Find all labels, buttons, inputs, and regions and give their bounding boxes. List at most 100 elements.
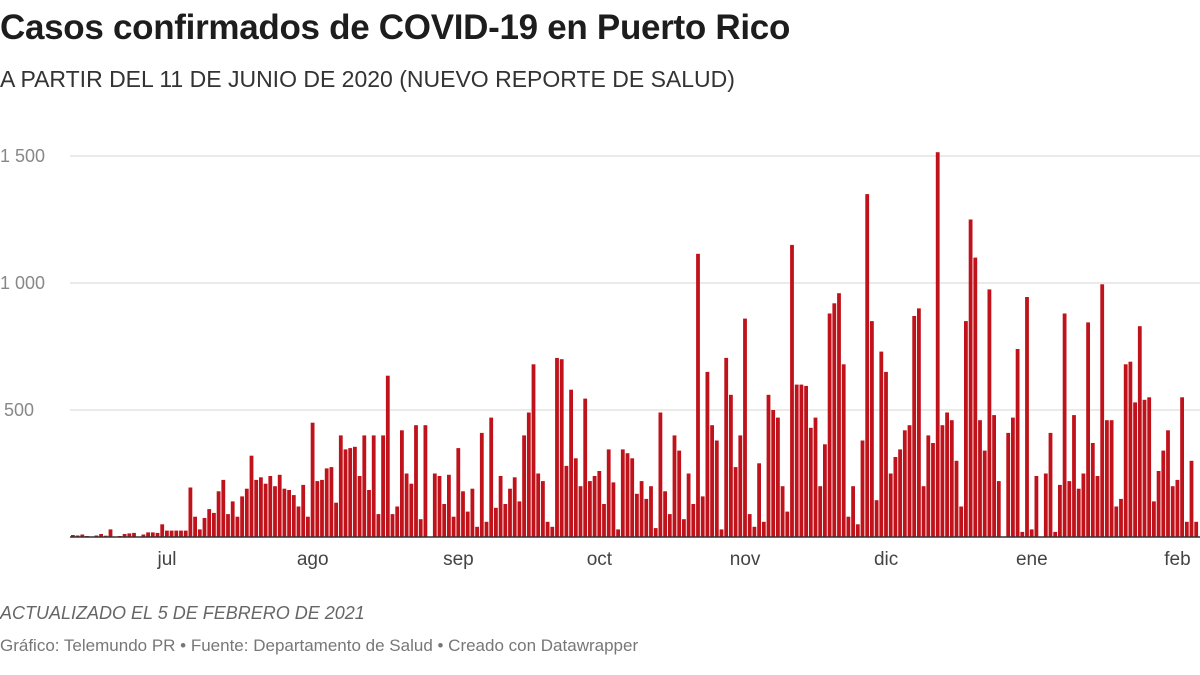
bar — [860, 440, 865, 537]
bar — [1123, 364, 1128, 537]
bar — [432, 473, 437, 537]
bar — [625, 453, 630, 537]
x-tick-label: nov — [730, 549, 761, 570]
bar — [404, 473, 409, 537]
bar — [202, 518, 207, 538]
bar — [390, 514, 395, 537]
bar — [667, 514, 672, 537]
bar — [616, 529, 620, 537]
bar — [437, 476, 442, 537]
bar — [165, 530, 169, 537]
bar — [249, 455, 254, 537]
bar — [804, 385, 808, 537]
bar — [1076, 488, 1081, 537]
bar — [277, 474, 282, 537]
bar — [1170, 486, 1175, 537]
bar — [1194, 521, 1199, 537]
bar — [724, 357, 729, 537]
bar — [1034, 476, 1039, 537]
bar — [644, 498, 649, 537]
bar — [1152, 501, 1156, 537]
bar — [592, 476, 597, 537]
bar — [545, 521, 550, 537]
bar — [456, 448, 461, 537]
bar — [315, 481, 320, 537]
bar — [324, 468, 329, 537]
bar — [494, 507, 498, 537]
bar — [1161, 450, 1166, 537]
bar — [1109, 420, 1114, 537]
bar — [329, 467, 334, 537]
bar — [583, 398, 588, 537]
bar — [620, 449, 625, 537]
chart-subtitle: A PARTIR DEL 11 DE JUNIO DE 2020 (NUEVO … — [0, 66, 735, 92]
bar — [959, 506, 964, 537]
bar — [508, 488, 512, 537]
bar — [541, 481, 545, 537]
bar — [827, 313, 832, 537]
bar — [611, 482, 616, 537]
bar — [837, 293, 841, 537]
y-tick-label: 1 000 — [0, 273, 45, 293]
bar — [696, 253, 700, 538]
bar — [1090, 443, 1095, 537]
bar — [569, 389, 573, 537]
bar — [630, 458, 635, 537]
bar — [1133, 402, 1137, 537]
bar — [160, 524, 165, 537]
bar — [926, 435, 931, 537]
bar — [395, 506, 400, 537]
bar — [1025, 297, 1029, 537]
bar — [1072, 415, 1076, 537]
bar — [898, 449, 902, 537]
bar — [376, 514, 381, 537]
bar — [414, 425, 418, 537]
bar — [752, 526, 757, 537]
bar — [1180, 397, 1184, 537]
bar — [663, 491, 667, 537]
bar — [578, 486, 583, 537]
bar — [442, 504, 447, 537]
bar — [606, 449, 611, 537]
x-tick-label: oct — [587, 549, 613, 570]
x-tick-label: ene — [1016, 549, 1048, 570]
bar — [700, 496, 705, 537]
bar — [461, 491, 465, 537]
bar — [823, 444, 827, 537]
bar — [719, 529, 724, 537]
bar — [146, 532, 150, 537]
bar — [273, 486, 277, 537]
bar — [573, 458, 578, 537]
bar — [320, 479, 324, 537]
bar — [907, 425, 912, 537]
bar — [1029, 529, 1034, 537]
bar — [785, 511, 790, 537]
bar — [992, 415, 996, 537]
bar — [790, 244, 794, 537]
bar — [968, 219, 973, 537]
bar — [212, 512, 216, 537]
bar — [155, 532, 160, 537]
bar — [912, 316, 917, 537]
bar — [122, 534, 127, 537]
bar — [1128, 361, 1133, 537]
bar — [649, 486, 653, 537]
bar — [334, 502, 338, 537]
bar — [338, 435, 343, 537]
bar — [226, 514, 230, 537]
bar — [451, 516, 456, 537]
bar — [729, 394, 733, 537]
bar — [536, 473, 541, 537]
bar — [268, 476, 273, 537]
x-tick-label: sep — [443, 549, 474, 570]
bar — [99, 534, 103, 537]
bar — [766, 394, 771, 537]
bar — [1086, 322, 1090, 537]
bar — [150, 532, 155, 537]
bar — [1156, 471, 1161, 537]
bar — [710, 425, 714, 537]
credits-note: Gráfico: Telemundo PR • Fuente: Departam… — [0, 636, 639, 655]
bar — [851, 486, 855, 537]
bar — [555, 357, 559, 537]
bar — [597, 471, 602, 537]
